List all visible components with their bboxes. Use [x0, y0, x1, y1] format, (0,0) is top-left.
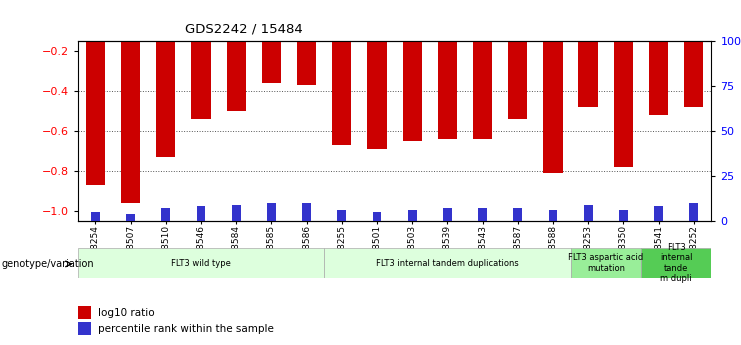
- Bar: [162, 208, 170, 221]
- Bar: [232, 205, 241, 221]
- Bar: [86, 11, 105, 185]
- Text: GDS2242 / 15484: GDS2242 / 15484: [185, 22, 303, 36]
- Text: FLT3 aspartic acid
mutation: FLT3 aspartic acid mutation: [568, 253, 643, 273]
- Text: log10 ratio: log10 ratio: [98, 308, 155, 317]
- Bar: [126, 214, 135, 221]
- Bar: [78, 306, 90, 319]
- Bar: [121, 11, 140, 203]
- Bar: [473, 11, 492, 139]
- Bar: [614, 11, 633, 167]
- Bar: [196, 206, 205, 221]
- Bar: [408, 210, 416, 221]
- Bar: [641, 248, 711, 278]
- Bar: [508, 11, 528, 119]
- Bar: [654, 206, 663, 221]
- Bar: [443, 208, 452, 221]
- Text: FLT3 internal tandem duplications: FLT3 internal tandem duplications: [376, 258, 519, 268]
- Bar: [78, 322, 90, 335]
- Bar: [373, 212, 382, 221]
- Text: FLT3 wild type: FLT3 wild type: [171, 258, 231, 268]
- Bar: [684, 11, 703, 107]
- Bar: [402, 11, 422, 141]
- Bar: [332, 11, 351, 145]
- Bar: [514, 208, 522, 221]
- Bar: [91, 212, 100, 221]
- Text: percentile rank within the sample: percentile rank within the sample: [98, 324, 274, 334]
- Text: genotype/variation: genotype/variation: [1, 259, 94, 269]
- Bar: [325, 248, 571, 278]
- Bar: [368, 11, 387, 149]
- Bar: [337, 210, 346, 221]
- Bar: [478, 208, 487, 221]
- Bar: [302, 203, 311, 221]
- Bar: [571, 248, 641, 278]
- Bar: [548, 210, 557, 221]
- Bar: [543, 11, 562, 173]
- Bar: [227, 11, 246, 111]
- Bar: [191, 11, 210, 119]
- Bar: [649, 11, 668, 115]
- Bar: [579, 11, 598, 107]
- Bar: [438, 11, 457, 139]
- Bar: [262, 11, 281, 83]
- Bar: [267, 203, 276, 221]
- Text: FLT3
internal
tande
m dupli: FLT3 internal tande m dupli: [660, 243, 692, 283]
- Bar: [297, 11, 316, 85]
- Bar: [78, 248, 325, 278]
- Bar: [619, 210, 628, 221]
- Bar: [689, 203, 698, 221]
- Bar: [584, 205, 593, 221]
- Bar: [156, 11, 176, 157]
